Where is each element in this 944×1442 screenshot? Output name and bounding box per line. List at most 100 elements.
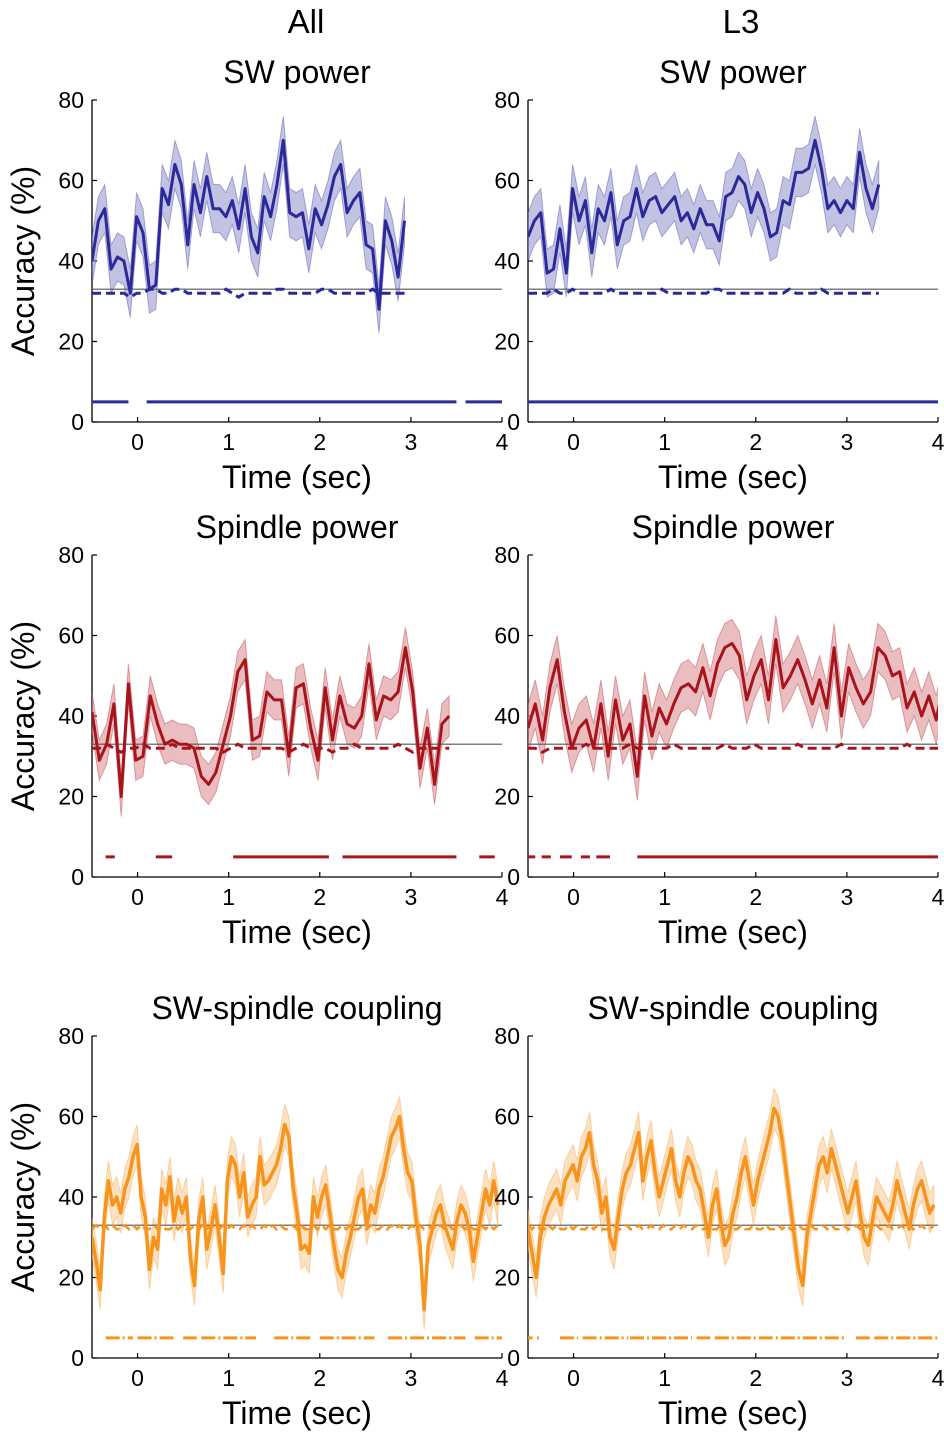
x-tick-label: 1 (222, 1365, 235, 1391)
x-tick-label: 2 (313, 429, 326, 455)
panel-2: Spindle power 0 20 40 60 80 0 1 2 3 4 Time (sec) Acc… (5, 509, 509, 950)
panel-title: SW power (223, 54, 371, 90)
y-tick-label: 40 (58, 1184, 84, 1210)
accuracy-line (92, 1114, 500, 1312)
y-tick-label: 80 (494, 87, 520, 113)
x-tick-label: 1 (222, 884, 235, 910)
y-tick-label: 0 (71, 409, 84, 435)
x-tick-label: 3 (404, 884, 417, 910)
x-tick-label: 3 (840, 429, 853, 455)
x-tick-label: 2 (749, 429, 762, 455)
plot-area (528, 1086, 938, 1340)
shuffled-line (92, 287, 405, 299)
y-tick-label: 20 (494, 329, 520, 355)
x-tick-label: 0 (131, 884, 144, 910)
y-tick-label: 0 (507, 1345, 520, 1371)
y-tick-label: 80 (494, 542, 520, 568)
y-tick-label: 20 (58, 1265, 84, 1291)
plot-area (528, 115, 938, 404)
y-tick-label: 60 (58, 168, 84, 194)
accuracy-line (92, 138, 406, 311)
panel-5: SW-spindle coupling 0 20 40 60 80 0 1 2 3 4 Time (s… (494, 990, 944, 1431)
x-tick-label: 1 (658, 429, 671, 455)
x-tick-label: 4 (932, 1365, 944, 1391)
x-tick-label: 1 (222, 429, 235, 455)
y-tick-label: 20 (494, 1265, 520, 1291)
accuracy-line (528, 638, 938, 778)
y-tick-label: 0 (71, 864, 84, 890)
x-axis-label: Time (sec) (658, 1395, 808, 1431)
y-tick-label: 40 (494, 703, 520, 729)
x-tick-label: 0 (567, 429, 580, 455)
panel-0: SW power 0 20 40 60 80 0 1 2 3 4 Time (sec) Accuracy… (5, 54, 509, 495)
x-tick-label: 4 (932, 429, 944, 455)
y-tick-label: 80 (58, 87, 84, 113)
y-tick-label: 60 (58, 1104, 84, 1130)
accuracy-line (92, 646, 451, 798)
panel-3: Spindle power 0 20 40 60 80 0 1 2 3 4 Time (sec) (494, 509, 944, 950)
x-tick-label: 4 (932, 884, 944, 910)
panel-title: SW-spindle coupling (587, 990, 878, 1026)
plot-area (92, 627, 502, 859)
confidence-band (92, 627, 450, 817)
x-tick-label: 0 (567, 884, 580, 910)
confidence-band (92, 116, 405, 334)
x-tick-label: 3 (840, 1365, 853, 1391)
x-tick-label: 2 (313, 1365, 326, 1391)
y-tick-label: 20 (58, 784, 84, 810)
shuffled-line (92, 742, 450, 754)
y-tick-label: 20 (58, 329, 84, 355)
panel-4: SW-spindle coupling 0 20 40 60 80 0 1 2 3 4 Time (s… (5, 990, 509, 1431)
x-tick-label: 0 (131, 1365, 144, 1391)
shuffled-line (528, 1223, 935, 1231)
y-tick-label: 40 (58, 703, 84, 729)
confidence-band (528, 1086, 935, 1306)
confidence-band (528, 115, 880, 299)
y-tick-label: 0 (71, 1345, 84, 1371)
plot-area (92, 1096, 502, 1340)
x-tick-label: 1 (658, 884, 671, 910)
confidence-band (528, 615, 938, 801)
panel-title: SW power (659, 54, 807, 90)
x-axis-label: Time (sec) (222, 914, 372, 950)
x-tick-label: 2 (313, 884, 326, 910)
y-tick-label: 60 (494, 168, 520, 194)
panel-title: Spindle power (196, 509, 399, 545)
y-tick-label: 40 (494, 1184, 520, 1210)
column-title-l3: L3 (723, 3, 760, 40)
x-tick-label: 3 (404, 429, 417, 455)
y-axis-label: Accuracy (%) (5, 1102, 41, 1292)
x-tick-label: 3 (404, 1365, 417, 1391)
x-tick-label: 2 (749, 884, 762, 910)
y-axis-label: Accuracy (%) (5, 166, 41, 356)
x-tick-label: 4 (496, 884, 509, 910)
x-tick-label: 4 (496, 429, 509, 455)
x-tick-label: 3 (840, 884, 853, 910)
y-tick-label: 60 (494, 1104, 520, 1130)
accuracy-line (528, 1106, 936, 1288)
y-tick-label: 80 (58, 542, 84, 568)
y-tick-label: 40 (494, 248, 520, 274)
y-tick-label: 80 (58, 1023, 84, 1049)
x-axis-label: Time (sec) (658, 914, 808, 950)
x-tick-label: 0 (567, 1365, 580, 1391)
y-tick-label: 20 (494, 784, 520, 810)
y-tick-label: 60 (494, 623, 520, 649)
plot-area (92, 116, 502, 404)
x-axis-label: Time (sec) (222, 1395, 372, 1431)
x-tick-label: 2 (749, 1365, 762, 1391)
y-tick-label: 60 (58, 623, 84, 649)
accuracy-line (528, 138, 881, 275)
y-tick-label: 0 (507, 409, 520, 435)
plot-area (528, 615, 938, 859)
y-tick-label: 0 (507, 864, 520, 890)
y-tick-label: 80 (494, 1023, 520, 1049)
x-tick-label: 1 (658, 1365, 671, 1391)
panel-title: SW-spindle coupling (151, 990, 442, 1026)
x-axis-label: Time (sec) (222, 459, 372, 495)
panel-1: SW power 0 20 40 60 80 0 1 2 3 4 Time (sec) (494, 54, 944, 495)
x-axis-label: Time (sec) (658, 459, 808, 495)
x-tick-label: 4 (496, 1365, 509, 1391)
